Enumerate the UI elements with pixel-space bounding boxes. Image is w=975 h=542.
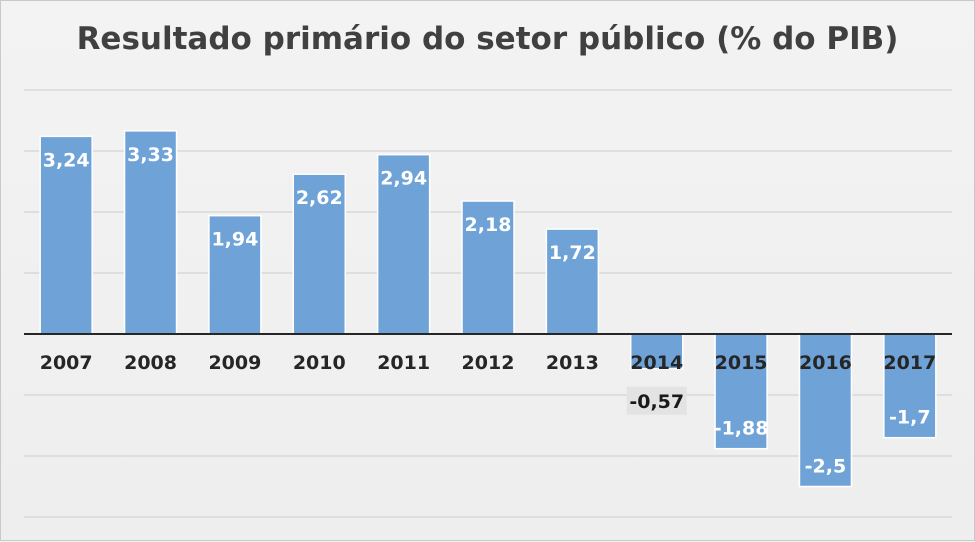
bar	[123, 130, 178, 335]
data-label: -1,88	[714, 418, 769, 440]
bar	[798, 333, 853, 488]
bar	[883, 333, 937, 439]
category-label: 2015	[715, 352, 768, 374]
bar	[461, 200, 515, 335]
bar	[714, 333, 768, 450]
gridlines	[24, 89, 952, 518]
category-axis-labels: 2007 2008 2009 2010 2011 2012 2013 2014 2015 2016…	[40, 352, 937, 374]
data-label: 2,62	[296, 187, 343, 209]
data-label-background	[626, 386, 687, 415]
data-label: 1,94	[211, 229, 258, 251]
data-label: 3,33	[127, 144, 174, 166]
data-label: 2,94	[380, 168, 427, 190]
category-label: 2008	[124, 352, 177, 374]
bar	[629, 333, 684, 370]
bar	[376, 153, 431, 335]
chart-title: Resultado primário do setor público (% d…	[76, 21, 899, 57]
category-label: 2009	[208, 352, 261, 374]
category-label: 2011	[377, 352, 430, 374]
bar	[39, 135, 93, 335]
category-label: 2016	[799, 352, 852, 374]
category-label: 2012	[462, 352, 515, 374]
data-labels: 3,24 3,33 1,94 2,62 2,94 2,18 1,72 -0,57 -1,88 -2…	[43, 144, 931, 478]
category-label: 2007	[40, 352, 93, 374]
category-label: 2010	[293, 352, 346, 374]
data-label: 2,18	[465, 214, 512, 236]
bar	[292, 173, 347, 335]
category-label: 2017	[883, 352, 936, 374]
data-label: -2,5	[805, 456, 847, 478]
data-label: 1,72	[549, 242, 596, 264]
data-label: 3,24	[43, 149, 90, 171]
data-label: -0,57	[629, 391, 684, 413]
bar	[545, 228, 600, 335]
bars	[39, 130, 937, 488]
category-label: 2014	[630, 352, 683, 374]
data-label: -1,7	[889, 407, 931, 429]
category-label: 2013	[546, 352, 599, 374]
